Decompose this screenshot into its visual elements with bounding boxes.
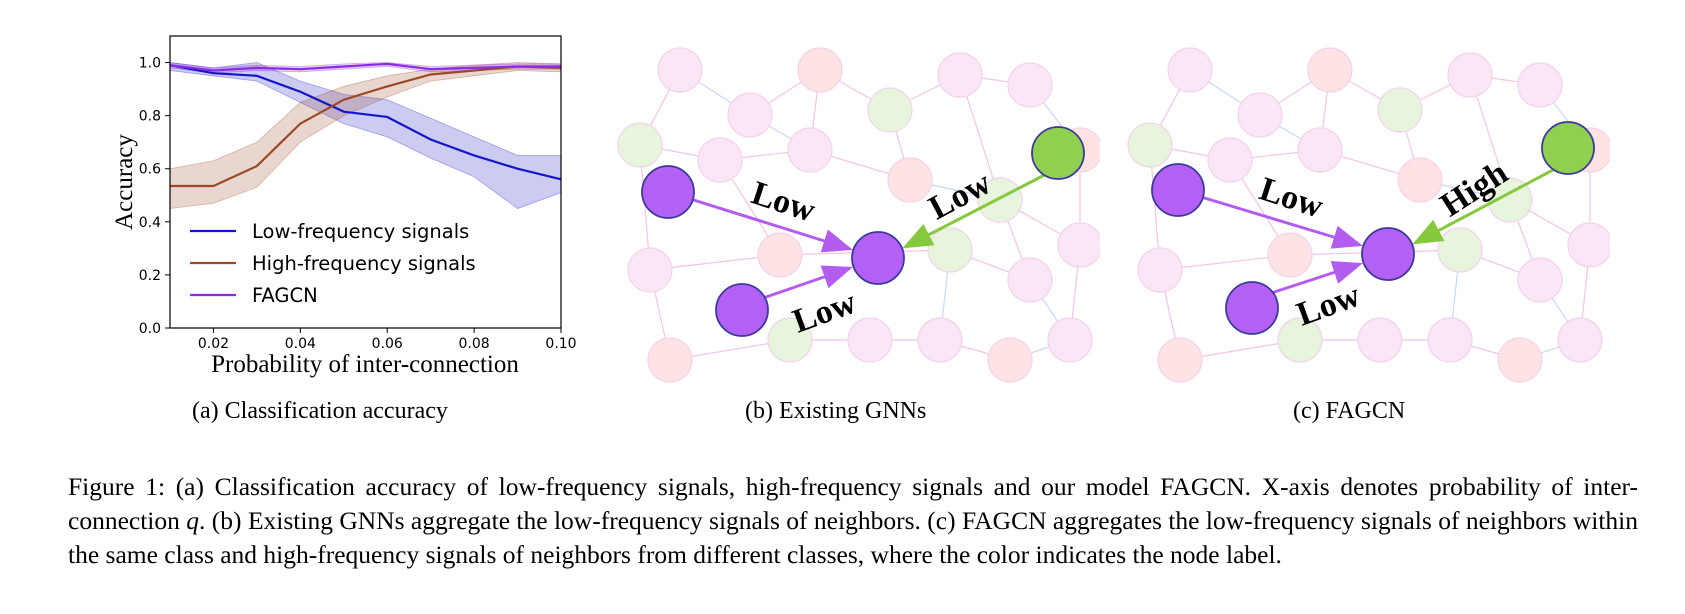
existing-gnns-diagram: Low Low Low (617, 47, 1100, 383)
background-node (1307, 47, 1353, 93)
plot-frame (169, 35, 562, 329)
background-node (1497, 337, 1543, 383)
neighbor-node-bottom (715, 283, 769, 337)
background-node (657, 47, 703, 93)
y-tick-label: 0.2 (139, 268, 161, 284)
fagcn-diagram: Low Low High (1127, 47, 1610, 383)
background-node (647, 337, 693, 383)
legend: Low-frequency signals High-frequency sig… (190, 220, 476, 307)
x-tick-label: 0.04 (285, 336, 316, 352)
background-node (1567, 222, 1610, 268)
legend-label-low: Low-frequency signals (252, 220, 469, 243)
neighbor-node-left (641, 165, 695, 219)
background-node (1007, 62, 1053, 108)
line-series-0 (169, 64, 562, 181)
confidence-bands (169, 62, 562, 209)
subcaption-a: (a) Classification accuracy (192, 398, 448, 424)
background-node (1437, 227, 1483, 273)
background-node (1557, 317, 1603, 363)
background-node (1007, 257, 1053, 303)
y-tick-label: 0.0 (139, 321, 161, 337)
background-node (697, 137, 743, 183)
background-node (1167, 47, 1213, 93)
accuracy-chart: 0.02 0.04 0.06 0.08 0.10 0.00.20.40.60.81.0 … (111, 35, 577, 378)
subcaption-c: (c) FAGCN (1293, 398, 1406, 424)
background-node (1397, 157, 1443, 203)
y-axis-ticks: 0.0 0.2 0.4 0.6 0.8 1.0 (139, 56, 170, 337)
edge-right (902, 166, 1059, 249)
background-node (787, 127, 833, 173)
background-node (757, 232, 803, 278)
background-node (1277, 317, 1323, 363)
line-series-2 (169, 62, 561, 72)
y-tick-label: 1.0 (139, 56, 161, 72)
y-tick-label: 0.6 (139, 162, 161, 178)
x-tick-label: 0.02 (198, 336, 229, 352)
background-node (1357, 317, 1403, 363)
x-tick-label: 0.06 (372, 336, 403, 352)
background-node (1297, 127, 1343, 173)
figure-caption: Figure 1: (a) Classification accuracy of… (68, 470, 1638, 572)
background-node (987, 337, 1033, 383)
background-node (617, 122, 663, 168)
edge-label-bottom: Low (1292, 277, 1365, 334)
background-node (1487, 177, 1533, 223)
background-node (847, 317, 893, 363)
background-node (1127, 122, 1173, 168)
background-node (1377, 87, 1423, 133)
x-axis-ticks: 0.02 0.04 0.06 0.08 0.10 (198, 328, 577, 352)
background-node (867, 87, 913, 133)
background-node (1447, 52, 1493, 98)
center-node (851, 231, 905, 285)
background-node (977, 177, 1023, 223)
background-node (1517, 257, 1563, 303)
x-axis-label: Probability of inter-connection (211, 351, 519, 378)
background-node (727, 92, 773, 138)
caption-text-1: Figure 1: (a) Classification accuracy of… (68, 472, 1638, 535)
background-node (887, 157, 933, 203)
background-node (1237, 92, 1283, 138)
background-node (627, 247, 673, 293)
legend-label-fagcn: FAGCN (252, 284, 318, 307)
background-node (1057, 222, 1100, 268)
x-tick-label: 0.10 (545, 336, 576, 352)
edge-right (1412, 160, 1569, 245)
x-tick-label: 0.08 (459, 336, 490, 352)
background-node (1157, 337, 1203, 383)
line-series-1 (170, 65, 562, 188)
series-lines (169, 62, 562, 188)
background-graph (617, 47, 1100, 383)
neighbor-node-left (1151, 163, 1205, 217)
y-axis-label: Accuracy (111, 134, 138, 230)
background-node (1517, 62, 1563, 108)
background-node (1427, 317, 1473, 363)
neighbor-node-right (1541, 121, 1595, 175)
background-node (1047, 317, 1093, 363)
edge-left (1177, 188, 1363, 249)
background-node (797, 47, 843, 93)
background-node (1137, 247, 1183, 293)
caption-variable-q: q (186, 506, 200, 535)
neighbor-node-bottom (1225, 281, 1279, 335)
y-tick-label: 0.4 (139, 215, 161, 231)
background-graph (1127, 47, 1610, 383)
background-node (1267, 232, 1313, 278)
subcaption-b: (b) Existing GNNs (745, 398, 927, 424)
edge-left (667, 190, 853, 253)
background-node (767, 317, 813, 363)
center-node (1361, 227, 1415, 281)
background-node (1207, 137, 1253, 183)
neighbor-node-right (1031, 126, 1085, 180)
y-tick-label: 0.8 (139, 109, 161, 125)
background-node (927, 227, 973, 273)
legend-label-high: High-frequency signals (252, 252, 476, 275)
caption-text-2: . (b) Existing GNNs aggregate the low-fr… (68, 506, 1639, 569)
background-node (917, 317, 963, 363)
background-node (937, 52, 983, 98)
